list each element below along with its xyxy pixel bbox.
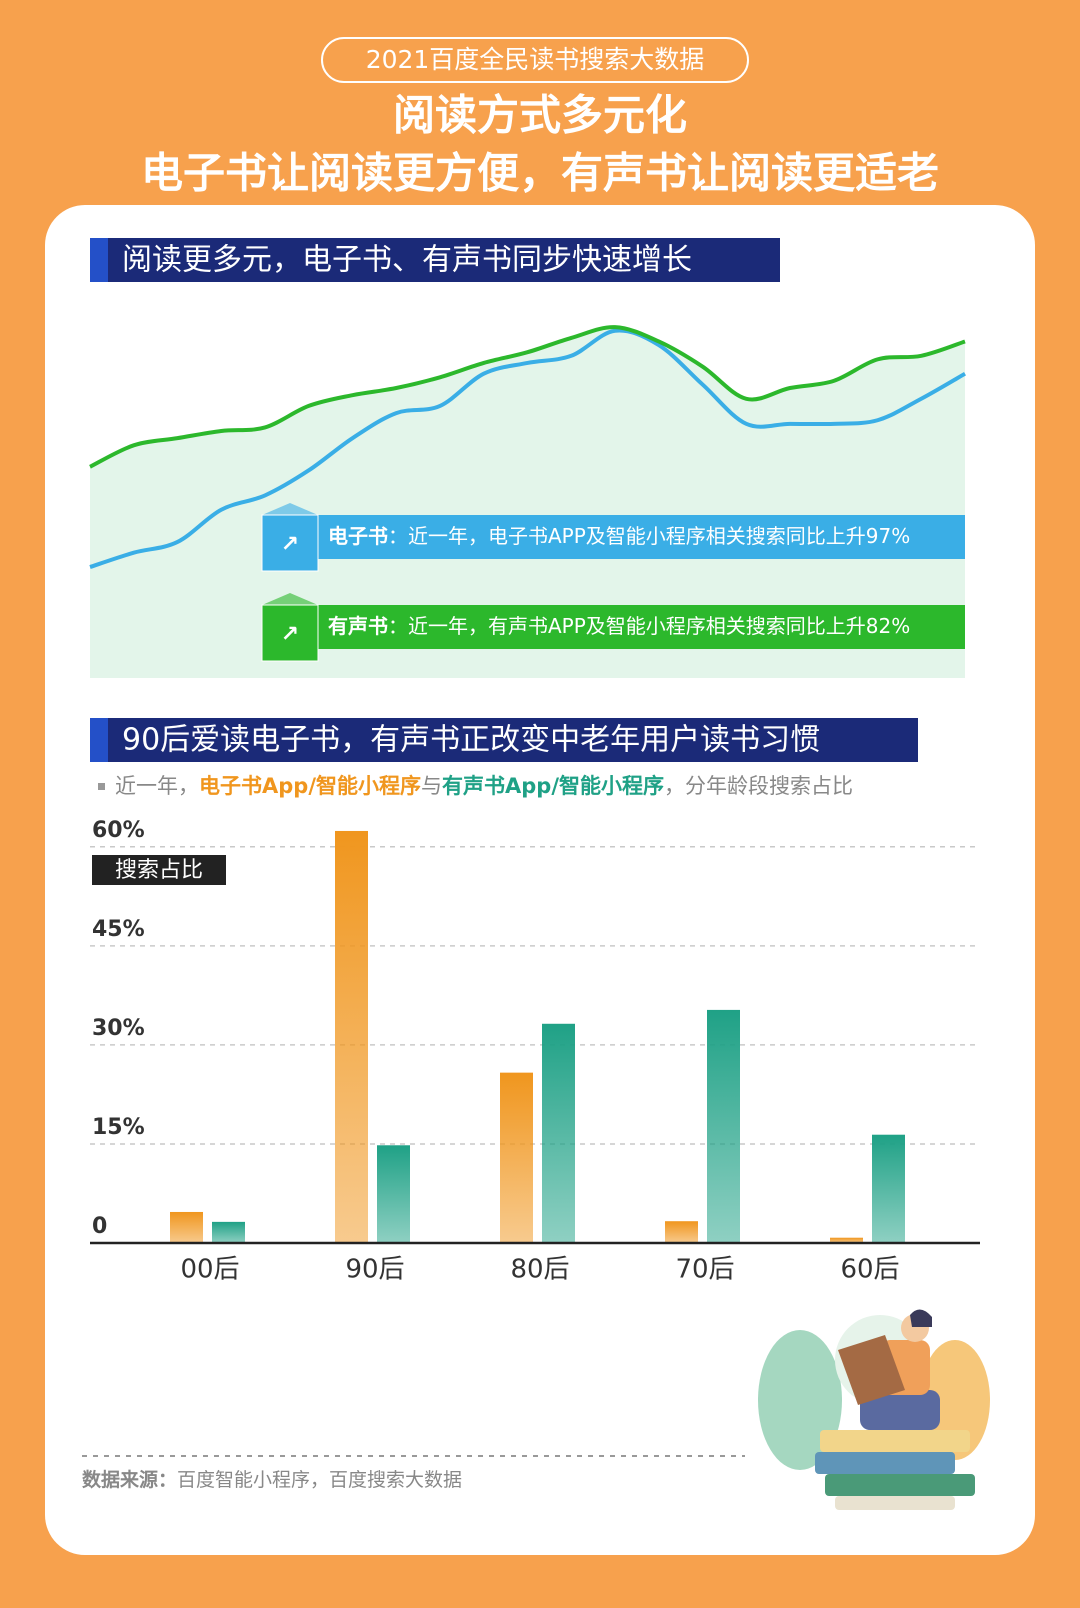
section-accent <box>90 238 108 282</box>
title-line: 电子书让阅读更方便，有声书让阅读更适老 <box>141 149 939 198</box>
section-bar <box>90 238 780 282</box>
bar <box>170 1211 203 1243</box>
source-label: 数据来源： <box>82 1468 177 1491</box>
source: 数据来源：百度智能小程序，百度搜索大数据 <box>82 1468 462 1491</box>
x-tick-label: 90后 <box>345 1255 404 1285</box>
bar <box>335 830 368 1243</box>
bar <box>500 1072 533 1243</box>
callout <box>300 605 965 649</box>
annotation: ：近一年，有声书APP及智能小程序相关搜索同比上升82% <box>388 614 910 638</box>
line <box>89 328 966 569</box>
y-tick-label: 60% <box>92 818 145 843</box>
x-tick-label: 70后 <box>675 1255 734 1285</box>
source-text: 百度智能小程序，百度搜索大数据 <box>177 1469 462 1491</box>
callout-text: 电子书：近一年，电子书APP及智能小程序相关搜索同比上升97% <box>328 524 910 548</box>
y-tick-label: 15% <box>92 1115 145 1140</box>
cube-arrow: ↗ <box>281 622 299 647</box>
bar <box>542 1023 575 1243</box>
bar <box>872 1134 905 1243</box>
bar <box>707 1009 740 1243</box>
section-bar <box>90 718 918 762</box>
subtitle-part: 与 <box>421 774 442 798</box>
bar <box>377 1145 410 1243</box>
annotation: ：近一年，电子书APP及智能小程序相关搜索同比上升97% <box>388 524 910 548</box>
bullet <box>98 783 105 790</box>
bar <box>665 1221 698 1243</box>
callout-label: 电子书 <box>328 524 388 548</box>
tag-pill <box>321 37 749 83</box>
ylabel-box <box>92 855 226 885</box>
header-tag: 2021百度全民读书搜索大数据 <box>366 45 705 74</box>
y-axis-label: 搜索占比 <box>115 858 203 883</box>
x-tick-label: 60后 <box>840 1255 899 1285</box>
illustration <box>758 1309 990 1510</box>
cube <box>261 514 319 572</box>
area <box>90 327 965 678</box>
callout <box>300 515 965 559</box>
legend-entry: 有声书App/智能小程序 <box>442 774 664 798</box>
section-title: 阅读更多元，电子书、有声书同步快速增长 <box>122 243 692 278</box>
cube <box>261 604 319 662</box>
bar <box>212 1221 245 1243</box>
y-tick-label: 0 <box>92 1214 107 1239</box>
x-tick-label: 00后 <box>180 1255 239 1285</box>
line <box>89 325 966 469</box>
cube-arrow: ↗ <box>281 532 299 557</box>
legend-entry: 电子书App/智能小程序 <box>199 774 421 798</box>
callout-text: 有声书：近一年，有声书APP及智能小程序相关搜索同比上升82% <box>328 614 910 638</box>
subtitle-part: 近一年， <box>115 774 199 798</box>
y-tick-label: 45% <box>92 917 145 942</box>
subtitle-part: ，分年龄段搜索占比 <box>664 774 853 798</box>
section-accent <box>90 718 108 762</box>
bar <box>830 1237 863 1243</box>
x-tick-label: 80后 <box>510 1255 569 1285</box>
subtitle: 近一年，电子书App/智能小程序与有声书App/智能小程序，分年龄段搜索占比 <box>115 774 853 798</box>
callout-label: 有声书 <box>328 614 388 638</box>
section-title: 90后爱读电子书，有声书正改变中老年用户读书习惯 <box>122 723 820 758</box>
y-tick-label: 30% <box>92 1016 145 1041</box>
title-line: 阅读方式多元化 <box>393 91 687 140</box>
